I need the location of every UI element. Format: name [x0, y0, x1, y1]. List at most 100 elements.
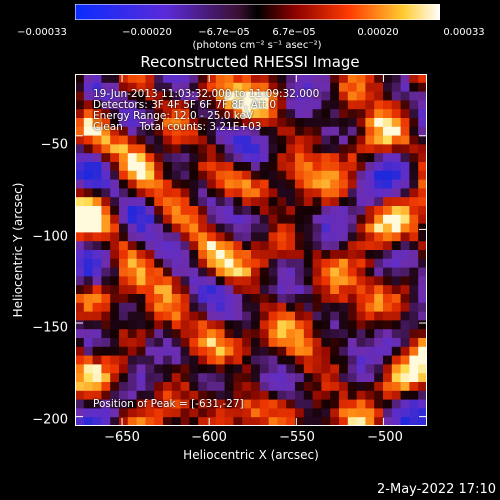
heatmap-cell: [268, 267, 278, 277]
heatmap-cell: [154, 346, 164, 356]
heatmap-cell: [251, 109, 261, 119]
heatmap-cell: [92, 100, 102, 110]
heatmap-cell: [330, 311, 340, 321]
heatmap-cell: [224, 82, 234, 92]
heatmap-cell: [92, 338, 102, 348]
heatmap-cell: [356, 144, 366, 154]
heatmap-cell: [295, 197, 305, 207]
heatmap-cell: [224, 346, 234, 356]
heatmap-cell: [400, 100, 410, 110]
heatmap-cell: [224, 118, 234, 128]
heatmap-cell: [242, 382, 252, 392]
heatmap-cell: [207, 294, 217, 304]
heatmap-cell: [171, 188, 181, 198]
heatmap-cell: [268, 382, 278, 392]
heatmap-cell: [356, 408, 366, 418]
heatmap-cell: [119, 302, 129, 312]
heatmap-cell: [374, 373, 384, 383]
heatmap-cell: [171, 135, 181, 145]
heatmap-cell: [400, 346, 410, 356]
heatmap-cell: [119, 329, 129, 339]
heatmap-cell: [374, 311, 384, 321]
heatmap-cell: [356, 197, 366, 207]
heatmap-cell: [224, 276, 234, 286]
heatmap-cell: [215, 302, 225, 312]
heatmap-cell: [189, 91, 199, 101]
heatmap-cell: [136, 250, 146, 260]
heatmap-cell: [251, 373, 261, 383]
heatmap-cell: [75, 408, 85, 418]
heatmap-cell: [180, 179, 190, 189]
heatmap-cell: [101, 214, 111, 224]
heatmap-cell: [127, 135, 137, 145]
heatmap-cell: [295, 408, 305, 418]
heatmap-cell: [356, 91, 366, 101]
heatmap-cell: [224, 153, 234, 163]
heatmap-cell: [180, 267, 190, 277]
heatmap-cell: [259, 285, 269, 295]
heatmap-cell: [145, 399, 155, 409]
heatmap-cell: [127, 232, 137, 242]
heatmap-cell: [75, 276, 85, 286]
heatmap-cell: [154, 214, 164, 224]
heatmap-cell: [189, 153, 199, 163]
heatmap-cell: [268, 153, 278, 163]
heatmap-cell: [400, 250, 410, 260]
heatmap-cell: [110, 311, 120, 321]
heatmap-cell: [321, 311, 331, 321]
heatmap-cell: [383, 302, 393, 312]
heatmap-cell: [110, 144, 120, 154]
heatmap-cell: [277, 162, 287, 172]
heatmap-cell: [295, 188, 305, 198]
heatmap-cell: [365, 338, 375, 348]
heatmap-cell: [136, 241, 146, 251]
heatmap-cell: [110, 162, 120, 172]
heatmap-cell: [233, 250, 243, 260]
heatmap-cell: [383, 197, 393, 207]
heatmap-cell: [286, 74, 296, 84]
heatmap-cell: [127, 390, 137, 400]
heatmap-cell: [154, 74, 164, 84]
heatmap-cell: [171, 74, 181, 84]
heatmap-cell: [110, 338, 120, 348]
heatmap-cell: [330, 100, 340, 110]
heatmap-cell: [277, 382, 287, 392]
heatmap-cell: [145, 223, 155, 233]
heatmap-cell: [145, 338, 155, 348]
heatmap-cell: [207, 285, 217, 295]
heatmap-cell: [180, 153, 190, 163]
heatmap-cell: [295, 100, 305, 110]
heatmap-cell: [92, 241, 102, 251]
heatmap-cell: [233, 267, 243, 277]
heatmap-cell: [259, 179, 269, 189]
heatmap-cell: [312, 285, 322, 295]
heatmap-cell: [409, 91, 419, 101]
heatmap-cell: [339, 258, 349, 268]
heatmap-cell: [242, 302, 252, 312]
heatmap-cell: [171, 118, 181, 128]
heatmap-cell: [330, 206, 340, 216]
heatmap-cell: [136, 399, 146, 409]
heatmap-cell: [154, 118, 164, 128]
heatmap-cell: [163, 355, 173, 365]
heatmap-cell: [180, 162, 190, 172]
heatmap-cell: [383, 320, 393, 330]
heatmap-cell: [259, 162, 269, 172]
heatmap-cell: [251, 258, 261, 268]
heatmap-cell: [198, 302, 208, 312]
heatmap-cell: [101, 206, 111, 216]
heatmap-cell: [101, 364, 111, 374]
heatmap-cell: [92, 82, 102, 92]
heatmap-cell: [154, 355, 164, 365]
heatmap-cell: [119, 144, 129, 154]
heatmap-cell: [83, 390, 93, 400]
heatmap-cell: [418, 206, 427, 216]
heatmap-cell: [101, 311, 111, 321]
heatmap-cell: [391, 311, 401, 321]
heatmap-cell: [374, 267, 384, 277]
heatmap-cell: [251, 118, 261, 128]
heatmap-cell: [83, 170, 93, 180]
heatmap-cell: [163, 118, 173, 128]
heatmap-cell: [119, 355, 129, 365]
heatmap-cell: [198, 109, 208, 119]
